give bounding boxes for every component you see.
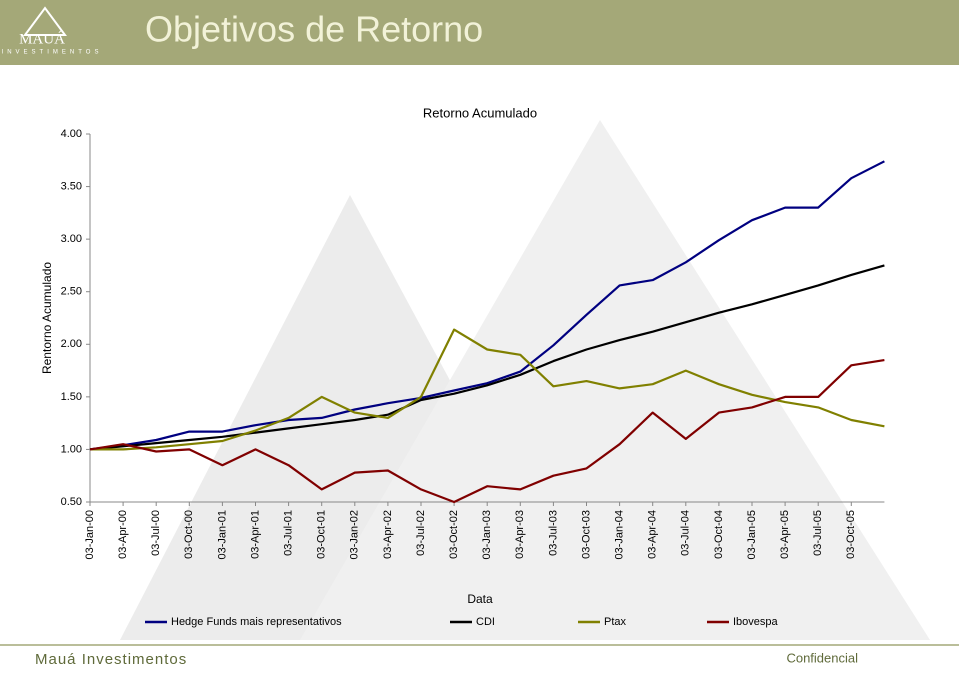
legend-label: Ptax xyxy=(604,616,627,628)
y-tick-label: 2.00 xyxy=(61,338,82,350)
series-line xyxy=(89,359,885,504)
legend-label: Ibovespa xyxy=(733,616,779,628)
logo-sub: INVESTIMENTOS xyxy=(2,50,103,56)
x-tick-label: 03-Jul-02 xyxy=(415,510,427,556)
x-tick-label: 03-Jul-00 xyxy=(150,510,162,556)
logo-name: MAUÁ xyxy=(19,30,65,47)
x-tick-label: 03-Oct-05 xyxy=(845,510,857,559)
y-tick-label: 4.00 xyxy=(61,128,82,140)
x-tick-label: 03-Jul-05 xyxy=(812,510,824,556)
y-tick-label: 2.50 xyxy=(61,286,82,298)
y-tick-label: 3.50 xyxy=(61,180,82,192)
series-line xyxy=(90,328,885,451)
x-tick-label: 03-Oct-04 xyxy=(713,510,725,559)
legend-label: Hedge Funds mais representativos xyxy=(171,616,342,628)
y-tick-label: 0.50 xyxy=(61,496,82,508)
x-tick-label: 03-Oct-00 xyxy=(183,510,195,559)
series-line xyxy=(89,264,885,451)
x-tick-label: 03-Jan-02 xyxy=(349,510,361,560)
footer-right: Confidencial xyxy=(786,650,858,665)
x-tick-label: 03-Apr-03 xyxy=(514,510,526,559)
x-tick-label: 03-Jan-00 xyxy=(84,510,96,560)
x-tick-label: 03-Jan-03 xyxy=(481,510,493,560)
y-tick-label: 1.00 xyxy=(61,443,82,455)
x-tick-label: 03-Apr-04 xyxy=(647,510,659,559)
x-tick-label: 03-Jul-03 xyxy=(547,510,559,556)
chart-title: Retorno Acumulado xyxy=(423,105,537,120)
header-band xyxy=(0,0,959,65)
x-tick-label: 03-Jul-04 xyxy=(680,510,692,556)
x-tick-label: 03-Oct-02 xyxy=(448,510,460,559)
footer-left: Mauá Investimentos xyxy=(35,651,187,668)
x-tick-label: 03-Jan-05 xyxy=(746,510,758,560)
y-axis-title: Rentorno Acumulado xyxy=(40,262,54,374)
watermark xyxy=(300,120,930,640)
x-tick-label: 03-Jul-01 xyxy=(283,510,295,556)
x-tick-label: 03-Jan-01 xyxy=(216,510,228,560)
page-title: Objetivos de Retorno xyxy=(145,9,483,50)
x-tick-label: 03-Apr-05 xyxy=(779,510,791,559)
x-tick-label: 03-Oct-03 xyxy=(580,510,592,559)
x-tick-label: 03-Apr-01 xyxy=(249,510,261,559)
series-line xyxy=(89,160,885,451)
x-tick-label: 03-Apr-00 xyxy=(117,510,129,559)
legend-label: CDI xyxy=(476,616,495,628)
x-tick-label: 03-Jan-04 xyxy=(614,510,626,560)
x-axis-title: Data xyxy=(467,592,493,606)
x-tick-label: 03-Apr-02 xyxy=(382,510,394,559)
y-tick-label: 3.00 xyxy=(61,233,82,245)
y-tick-label: 1.50 xyxy=(61,391,82,403)
logo-mark xyxy=(23,6,67,36)
x-tick-label: 03-Oct-01 xyxy=(316,510,328,559)
